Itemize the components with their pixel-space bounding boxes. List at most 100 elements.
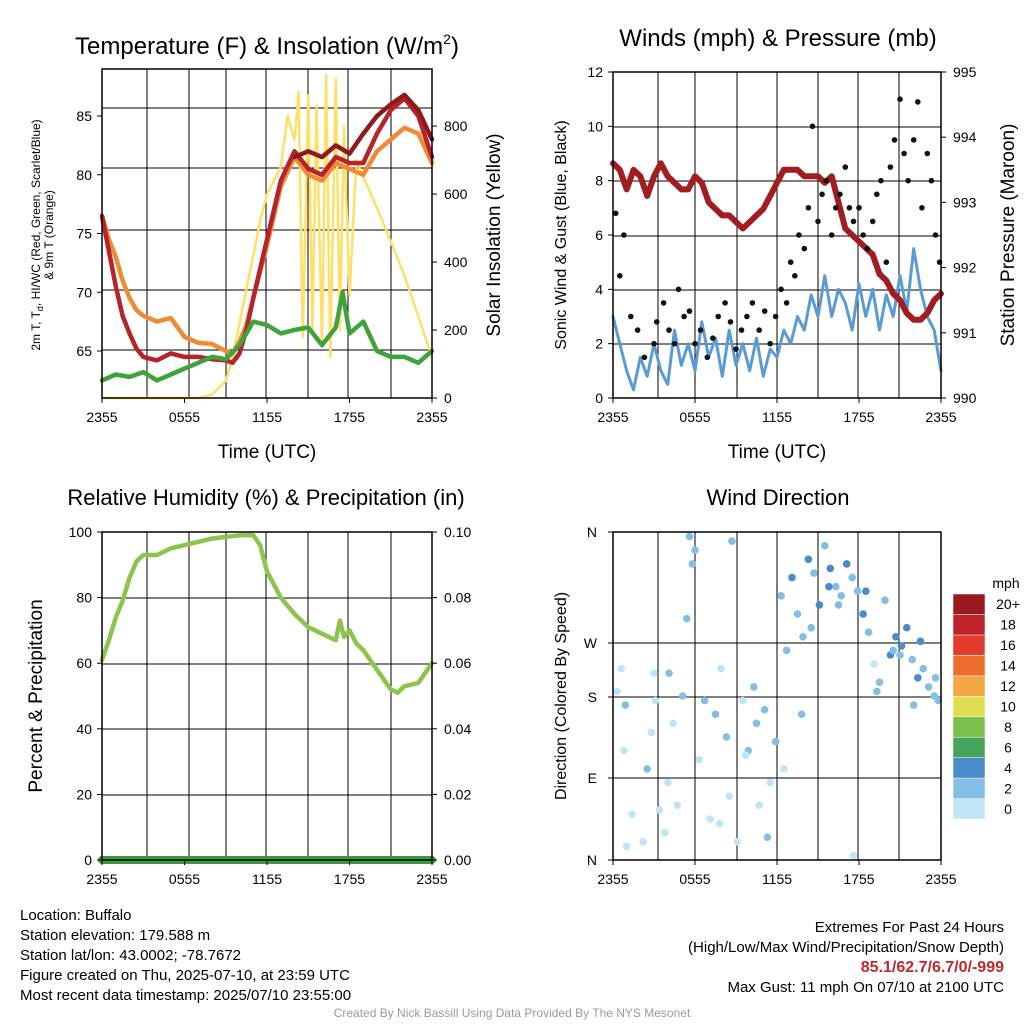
rh-x-tick-label: 0555 (169, 871, 200, 887)
temp-ylabel-line2: & 9m T (Orange) (42, 190, 56, 280)
gust-point (801, 245, 808, 252)
direction-point (810, 569, 818, 577)
direction-point (725, 792, 733, 800)
temp-y-tick-label: 65 (76, 343, 92, 359)
colorbar-label: 8 (1004, 719, 1012, 735)
temp-series-line-4 (99, 290, 435, 383)
station-location: Location: Buffalo (20, 907, 132, 924)
direction-point (760, 705, 769, 714)
temp-x-axis-label: Time (UTC) (218, 442, 317, 463)
direction-point (825, 582, 833, 591)
temp-chart-title: Temperature (F) & Insolation (W/m2) (75, 31, 459, 60)
wind-y-tick-label: 0 (595, 390, 603, 406)
direction-point (763, 833, 772, 841)
direction-point (807, 623, 815, 632)
wind-x-tick-label: 0555 (679, 409, 710, 425)
direction-point (643, 765, 651, 773)
direction-point (875, 678, 884, 687)
gust-point (897, 96, 903, 102)
gust-point (675, 286, 682, 293)
colorbar-box (952, 777, 986, 799)
wind-y-axis-label: Sonic Wind & Gust (Blue, Black) (553, 120, 570, 349)
temp-x-tick-label: 0555 (169, 409, 200, 425)
gust-point (928, 177, 935, 184)
temp-x-tick-label: 1155 (252, 409, 282, 425)
direction-point (741, 751, 750, 759)
rh-y2-tick-label: 0.10 (444, 524, 471, 540)
rh-x-tick-label: 2355 (86, 871, 117, 887)
colorbar-label: 0 (1004, 801, 1012, 817)
direction-point (771, 737, 780, 746)
temp-x-tick-label: 1755 (334, 409, 365, 425)
gust-point (787, 259, 794, 266)
dir-x-tick-label: 1755 (843, 871, 874, 887)
colorbar-label: 20+ (996, 596, 1020, 612)
gust-point (651, 340, 657, 347)
temp-series-line-1 (99, 125, 435, 356)
dir-chart-title: Wind Direction (706, 485, 849, 510)
extremes-title: Extremes For Past 24 Hours (814, 919, 1004, 936)
dir-y-tick-label: E (588, 770, 597, 786)
direction-point (931, 674, 940, 682)
gust-point (617, 273, 623, 279)
colorbar-box (952, 757, 986, 779)
direction-point (669, 719, 677, 728)
direction-point (691, 546, 699, 554)
colorbar-box (952, 655, 986, 677)
direction-point (881, 596, 889, 605)
gust-point (919, 205, 925, 211)
direction-point (700, 696, 709, 705)
wind-y2-tick-label: 994 (953, 129, 977, 145)
colorbar-box (952, 675, 986, 697)
credit-line: Created By Nick Bassill Using Data Provi… (333, 1006, 691, 1020)
direction-point (620, 746, 628, 755)
gust-point (910, 137, 917, 143)
temp-y2-tick-label: 600 (444, 186, 468, 202)
gust-point (738, 327, 745, 333)
colorbar-box (952, 736, 986, 758)
gust-point (756, 327, 762, 333)
wind-y-tick-label: 8 (595, 173, 603, 189)
rh-y-tick-label: 80 (76, 590, 92, 606)
recent-timestamp: Most recent data timestamp: 2025/07/10 2… (20, 987, 352, 1004)
wind-y-tick-label: 6 (595, 227, 603, 243)
gust-point (887, 164, 894, 170)
gust-point (809, 123, 816, 130)
gust-point (878, 177, 884, 184)
direction-point (728, 537, 736, 545)
extremes-values: 85.1/62.7/6.7/0/-999 (860, 959, 1004, 976)
direction-point (853, 587, 862, 595)
temp-x-tick-label: 2355 (86, 409, 117, 425)
rh-x-tick-label: 2355 (416, 871, 447, 887)
colorbar-label: 14 (1000, 658, 1016, 674)
gust-point (783, 300, 790, 306)
wind-y2-axis-label: Station Pressure (Maroon) (998, 124, 1019, 347)
gust-point (715, 313, 721, 320)
direction-point (892, 633, 900, 641)
rh-y2-tick-label: 0.08 (444, 590, 471, 606)
direction-point (750, 683, 758, 691)
rh-y-tick-label: 100 (69, 524, 93, 540)
direction-point (715, 819, 724, 828)
temp-ylabel-part: 2m T, T (29, 310, 43, 350)
wind-y2-tick-label: 993 (953, 194, 977, 210)
temp-y2-tick-label: 800 (444, 118, 468, 134)
colorbar-box (952, 716, 986, 738)
wind-x-tick-label: 2355 (597, 409, 628, 425)
gust-point (792, 273, 798, 279)
direction-point (722, 733, 731, 741)
direction-point (797, 710, 806, 718)
gust-point (722, 300, 728, 306)
gust-point (856, 205, 862, 211)
gust-point (850, 218, 857, 225)
gust-point (749, 300, 756, 306)
direction-point (665, 669, 673, 677)
rh-y2-tick-label: 0.02 (444, 786, 471, 802)
colorbar-label: 6 (1004, 739, 1012, 755)
gust-point (671, 340, 678, 347)
direction-point (777, 592, 785, 600)
colorbar-box (952, 696, 986, 718)
direction-point (834, 601, 843, 609)
gust-point (823, 177, 829, 184)
dir-y-tick-label: S (588, 689, 597, 705)
